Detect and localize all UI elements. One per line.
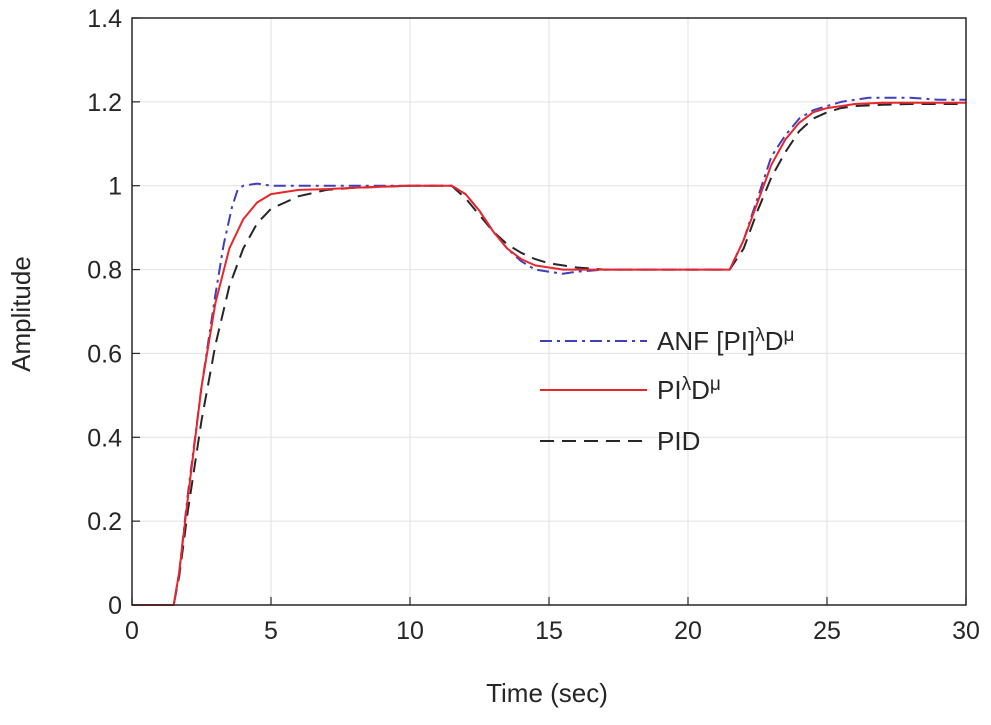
legend-entry-0-base: ANF [PI]: [657, 326, 755, 356]
y-tick-label: 1.2: [87, 89, 122, 117]
grid: [131, 17, 967, 606]
series-layer: [132, 96, 966, 606]
ticks: 0 5 10 15 20 25 30 0 0.2 0.4 0.6 0.8 1 1.2 1.4: [87, 5, 980, 645]
legend-entry-2-base: PID: [657, 426, 700, 456]
x-axis-label: Time (sec): [486, 678, 608, 708]
y-axis-label: Amplitude: [6, 256, 36, 372]
x-tick-label: 0: [125, 617, 139, 645]
x-tick-label: 25: [813, 617, 841, 645]
legend-entry-0-mid: D: [765, 326, 784, 356]
legend-entry-1-sup2: μ: [710, 374, 721, 395]
series-line-2: [132, 103, 966, 606]
y-tick-label: 0.6: [87, 340, 122, 368]
x-tick-label: 15: [535, 617, 563, 645]
series-line-1: [132, 101, 966, 606]
series-line-0: [132, 96, 966, 606]
y-tick-label: 0.8: [87, 257, 122, 285]
legend-entry-1-mid: D: [691, 375, 710, 405]
y-tick-label: 0.2: [87, 508, 122, 536]
y-tick-label: 0.4: [87, 424, 122, 452]
legend-entry-1: PIλDμ: [657, 374, 721, 405]
x-tick-label: 30: [952, 617, 980, 645]
legend-entry-0: ANF [PI]λDμ: [657, 325, 794, 356]
x-tick-label: 10: [396, 617, 424, 645]
y-tick-label: 1.4: [87, 5, 122, 33]
x-tick-label: 5: [264, 617, 278, 645]
y-tick-label: 1: [108, 173, 122, 201]
legend-entry-0-sup2: μ: [784, 325, 795, 346]
y-tick-label: 0: [108, 592, 122, 620]
legend-entry-0-sup1: λ: [755, 325, 765, 346]
x-tick-label: 20: [674, 617, 702, 645]
legend-entry-1-base: PI: [657, 375, 682, 405]
legend-entry-1-sup1: λ: [682, 374, 692, 395]
legend-entry-2: PID: [657, 426, 700, 456]
